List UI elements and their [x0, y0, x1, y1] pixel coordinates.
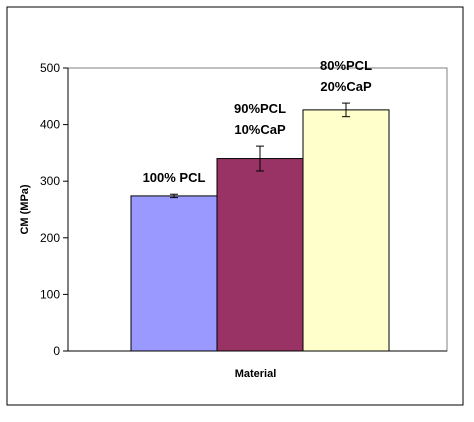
bar-3 — [302, 109, 390, 352]
y-tick-label: 100 — [40, 287, 60, 301]
bar-label-3: 80%PCL — [320, 58, 372, 73]
y-axis-title: CM (MPa) — [19, 184, 31, 234]
y-tick-label: 400 — [40, 118, 60, 132]
bar-label-2: 90%PCL — [234, 101, 286, 116]
x-axis-title: Material — [235, 368, 277, 380]
y-tick-label: 0 — [53, 344, 60, 358]
bar-label-2: 10%CaP — [234, 122, 286, 137]
bar-label-1: 100% PCL — [143, 170, 206, 185]
bar-1 — [130, 195, 218, 352]
y-tick-label: 200 — [40, 231, 60, 245]
bar-label-3: 20%CaP — [320, 79, 372, 94]
y-tick-label: 300 — [40, 174, 60, 188]
y-tick-label: 500 — [40, 61, 60, 75]
bar-2 — [216, 158, 304, 352]
